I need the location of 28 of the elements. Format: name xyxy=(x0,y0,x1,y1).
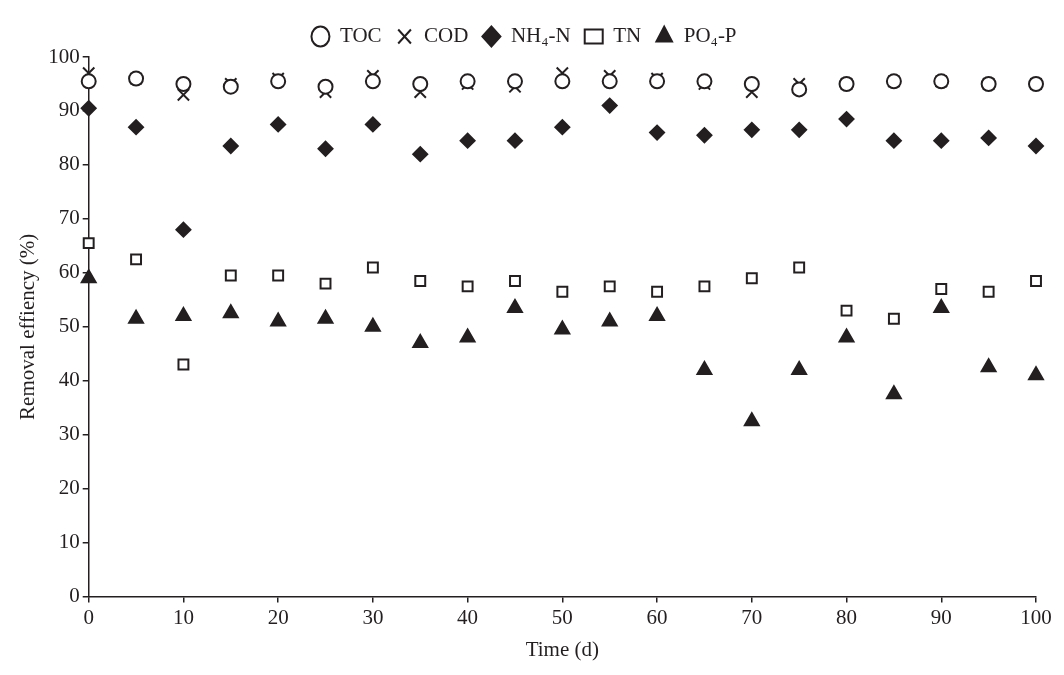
x-axis-title: Time (d) xyxy=(525,636,600,661)
y-tick-label: 90 xyxy=(58,97,80,122)
x-tick-label: 90 xyxy=(930,604,952,629)
legend-label: COD xyxy=(424,23,469,48)
y-tick-label: 60 xyxy=(58,259,80,284)
y-tick-label: 50 xyxy=(58,313,80,338)
legend-label: TN xyxy=(613,23,642,48)
x-tick-label: 40 xyxy=(457,604,479,629)
legend-label: PO₄-P xyxy=(683,23,737,48)
x-tick-label: 20 xyxy=(267,604,289,629)
x-tick-label: 60 xyxy=(646,604,668,629)
legend-label: NH₄-N xyxy=(510,23,571,48)
y-tick-label: 0 xyxy=(69,583,80,608)
y-tick-label: 100 xyxy=(48,43,80,68)
y-tick-label: 80 xyxy=(58,151,80,176)
x-tick-label: 50 xyxy=(551,604,573,629)
y-tick-label: 10 xyxy=(58,529,80,554)
x-tick-label: 70 xyxy=(741,604,763,629)
y-tick-label: 40 xyxy=(58,367,80,392)
x-tick-label: 100 xyxy=(1020,604,1052,629)
x-tick-label: 10 xyxy=(172,604,194,629)
y-tick-label: 20 xyxy=(58,475,80,500)
y-tick-label: 70 xyxy=(58,205,80,230)
x-tick-label: 80 xyxy=(836,604,858,629)
x-tick-label: 30 xyxy=(362,604,384,629)
y-axis-title: Removal effiency (%) xyxy=(15,233,40,420)
y-tick-label: 30 xyxy=(58,421,80,446)
legend-label: TOC xyxy=(339,23,382,48)
